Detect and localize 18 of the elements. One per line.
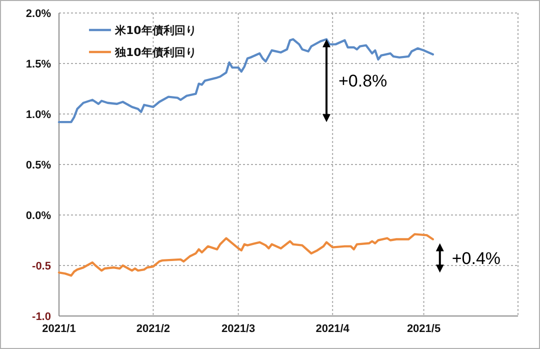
y-tick-label: 0.0% [26,210,52,222]
y-tick-label: 1.0% [26,109,52,121]
x-tick-label: 2021/5 [406,323,441,335]
x-tick-label: 2021/1 [42,323,76,335]
y-tick-label: 2.0% [26,8,52,20]
x-tick-label: 2021/2 [136,323,170,335]
line-series [58,233,434,277]
x-tick-label: 2021/4 [316,323,350,335]
line-series [58,38,434,124]
legend-label: 米10年債利回り [114,24,196,37]
y-tick-label: 1.5% [26,58,52,70]
legend-label: 独10年債利回り [114,46,196,59]
y-tick-label: -0.5 [32,260,51,272]
annotation: +0.8% [338,72,388,91]
x-tick-label: 2021/3 [222,323,256,335]
y-tick-label: -1.0 [32,311,51,323]
y-tick-label: 0.5% [26,160,52,172]
annotation: +0.4% [452,248,501,268]
